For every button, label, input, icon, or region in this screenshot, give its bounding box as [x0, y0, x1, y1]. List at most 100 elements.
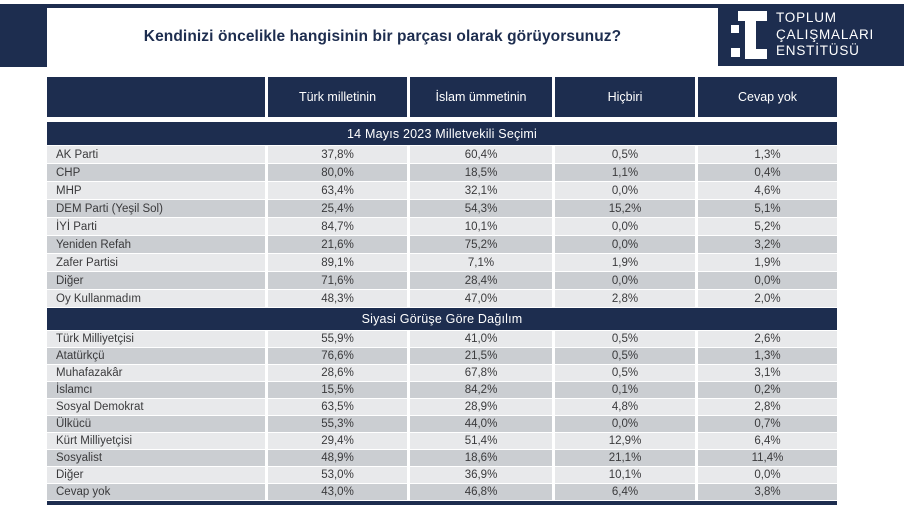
value-cell: 44,0% [410, 416, 552, 432]
value-cell: 43,0% [268, 484, 407, 500]
row-label: Sosyal Demokrat [47, 399, 265, 415]
row-label: İslamcı [47, 382, 265, 398]
table-row: Yeniden Refah 21,6% 75,2% 0,0% 3,2% [47, 236, 837, 253]
table-row: Cevap yok 43,0% 46,8% 6,4% 3,8% [47, 484, 837, 500]
value-cell: 0,0% [698, 272, 837, 289]
value-cell: 0,0% [555, 218, 695, 235]
value-cell: 71,6% [268, 272, 407, 289]
value-cell: 1,9% [555, 254, 695, 271]
value-cell: 0,1% [555, 382, 695, 398]
value-cell: 84,7% [268, 218, 407, 235]
value-cell: 55,3% [268, 416, 407, 432]
table-row: Sosyalist 48,9% 18,6% 21,1% 11,4% [47, 450, 837, 466]
row-label: Diğer [47, 467, 265, 483]
table-row: CHP 80,0% 18,5% 1,1% 0,4% [47, 164, 837, 181]
value-cell: 5,2% [698, 218, 837, 235]
value-cell: 2,0% [698, 290, 837, 307]
corner-cell [47, 77, 265, 117]
value-cell: 28,4% [410, 272, 552, 289]
value-cell: 47,0% [410, 290, 552, 307]
value-cell: 10,1% [410, 218, 552, 235]
value-cell: 80,0% [268, 164, 407, 181]
institute-logo-icon [731, 11, 767, 59]
value-cell: 18,5% [410, 164, 552, 181]
value-cell: 75,2% [410, 236, 552, 253]
row-label: Diğer [47, 272, 265, 289]
table-row: İslamcı 15,5% 84,2% 0,1% 0,2% [47, 382, 837, 398]
value-cell: 55,9% [268, 331, 407, 347]
row-label: MHP [47, 182, 265, 199]
value-cell: 21,6% [268, 236, 407, 253]
results-table: Türk milletinin İslam ümmetinin Hiçbiri … [47, 77, 837, 505]
value-cell: 54,3% [410, 200, 552, 217]
table-bottom-border [47, 501, 837, 505]
value-cell: 28,9% [410, 399, 552, 415]
value-cell: 15,2% [555, 200, 695, 217]
value-cell: 0,5% [555, 365, 695, 381]
row-label: Sosyalist [47, 450, 265, 466]
value-cell: 0,5% [555, 146, 695, 163]
value-cell: 0,2% [698, 382, 837, 398]
table-row: Ülkücü 55,3% 44,0% 0,0% 0,7% [47, 416, 837, 432]
table-row: Diğer 71,6% 28,4% 0,0% 0,0% [47, 272, 837, 289]
value-cell: 0,4% [698, 164, 837, 181]
row-label: AK Parti [47, 146, 265, 163]
table-row: MHP 63,4% 32,1% 0,0% 4,6% [47, 182, 837, 199]
column-header-hicbiri: Hiçbiri [555, 77, 695, 117]
row-label: Oy Kullanmadım [47, 290, 265, 307]
value-cell: 63,5% [268, 399, 407, 415]
value-cell: 60,4% [410, 146, 552, 163]
table-row: Zafer Partisi 89,1% 7,1% 1,9% 1,9% [47, 254, 837, 271]
top-border-line [0, 4, 904, 8]
row-label: Atatürkçü [47, 348, 265, 364]
value-cell: 6,4% [698, 433, 837, 449]
table-row: Atatürkçü 76,6% 21,5% 0,5% 1,3% [47, 348, 837, 364]
value-cell: 0,0% [555, 272, 695, 289]
value-cell: 29,4% [268, 433, 407, 449]
value-cell: 21,5% [410, 348, 552, 364]
value-cell: 63,4% [268, 182, 407, 199]
table-row: Oy Kullanmadım 48,3% 47,0% 2,8% 2,0% [47, 290, 837, 307]
value-cell: 48,9% [268, 450, 407, 466]
page-title: Kendinizi öncelikle hangisinin bir parça… [143, 27, 622, 45]
value-cell: 3,2% [698, 236, 837, 253]
institute-logo-text: TOPLUM ÇALIŞMALARI ENSTİTÜSÜ [776, 10, 874, 59]
table-row: İYİ Parti 84,7% 10,1% 0,0% 5,2% [47, 218, 837, 235]
value-cell: 46,8% [410, 484, 552, 500]
value-cell: 2,8% [698, 399, 837, 415]
value-cell: 76,6% [268, 348, 407, 364]
row-label: İYİ Parti [47, 218, 265, 235]
value-cell: 0,7% [698, 416, 837, 432]
value-cell: 18,6% [410, 450, 552, 466]
value-cell: 1,9% [698, 254, 837, 271]
row-label: DEM Parti (Yeşil Sol) [47, 200, 265, 217]
column-header-cevap-yok: Cevap yok [698, 77, 837, 117]
value-cell: 36,9% [410, 467, 552, 483]
value-cell: 6,4% [555, 484, 695, 500]
table-row: Diğer 53,0% 36,9% 10,1% 0,0% [47, 467, 837, 483]
value-cell: 2,6% [698, 331, 837, 347]
value-cell: 3,8% [698, 484, 837, 500]
value-cell: 0,0% [555, 416, 695, 432]
value-cell: 10,1% [555, 467, 695, 483]
table-row: Kürt Milliyetçisi 29,4% 51,4% 12,9% 6,4% [47, 433, 837, 449]
row-label: Kürt Milliyetçisi [47, 433, 265, 449]
value-cell: 1,3% [698, 146, 837, 163]
row-label: Cevap yok [47, 484, 265, 500]
table-row: DEM Parti (Yeşil Sol) 25,4% 54,3% 15,2% 5,1% [47, 200, 837, 217]
value-cell: 0,5% [555, 348, 695, 364]
column-header-row: Türk milletinin İslam ümmetinin Hiçbiri … [47, 77, 837, 117]
value-cell: 67,8% [410, 365, 552, 381]
value-cell: 84,2% [410, 382, 552, 398]
value-cell: 0,0% [555, 182, 695, 199]
value-cell: 1,1% [555, 164, 695, 181]
section-header: Siyasi Görüşe Göre Dağılım [47, 308, 837, 330]
value-cell: 32,1% [410, 182, 552, 199]
header: Kendinizi öncelikle hangisinin bir parça… [47, 8, 718, 65]
value-cell: 4,6% [698, 182, 837, 199]
value-cell: 11,4% [698, 450, 837, 466]
value-cell: 51,4% [410, 433, 552, 449]
value-cell: 48,3% [268, 290, 407, 307]
row-label: Yeniden Refah [47, 236, 265, 253]
